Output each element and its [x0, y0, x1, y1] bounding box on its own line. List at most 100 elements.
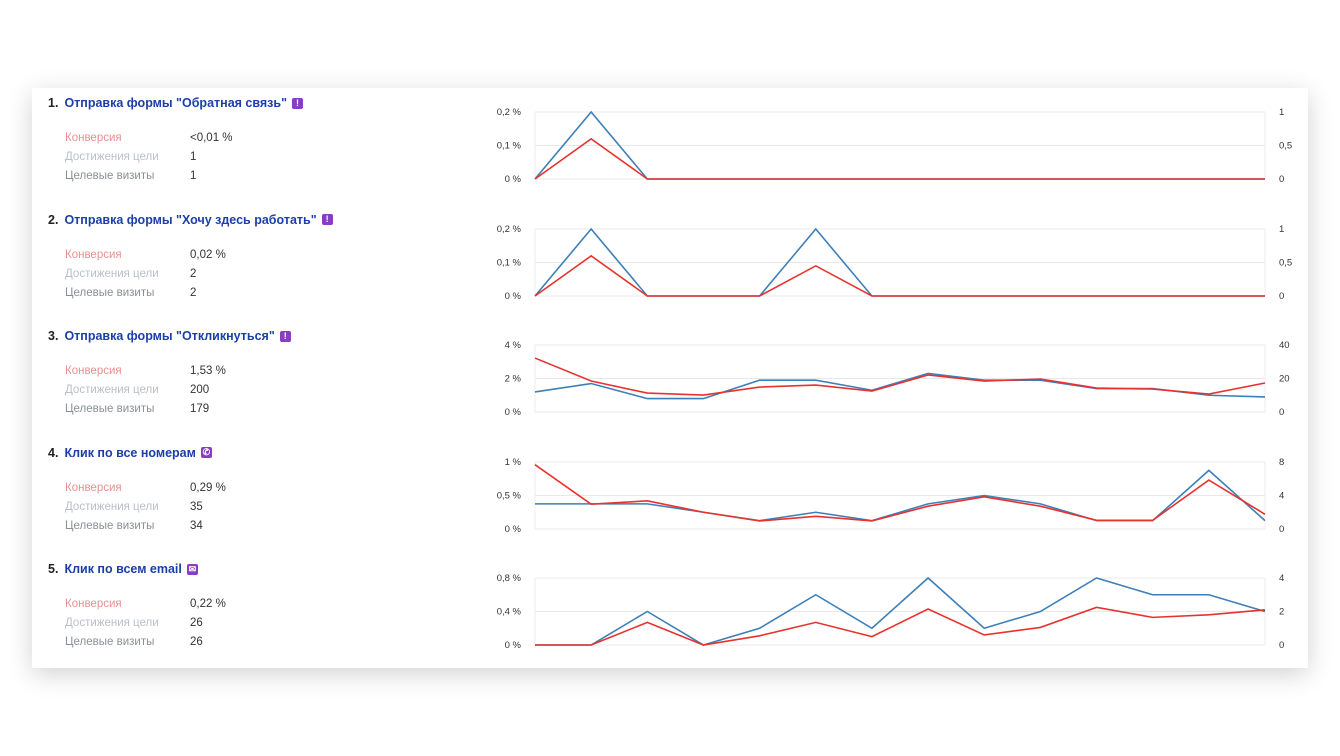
right-tick-label: 0 [1279, 291, 1284, 302]
left-tick-label: 0,8 % [497, 573, 522, 584]
goal-name-link[interactable]: Клик по все номерам [64, 445, 196, 460]
visits-value: 26 [190, 636, 203, 649]
reaches-label: Достижения цели [65, 384, 159, 397]
goal-name-link[interactable]: Отправка формы "Хочу здесь работать" [64, 212, 317, 227]
exclamation-icon: ! [292, 97, 303, 109]
reaches-row: Достижения цели 2 [65, 268, 196, 280]
left-tick-label: 0 % [505, 291, 522, 302]
visits-label: Целевые визиты [65, 519, 155, 532]
goal-block: 5. Клик по всем email ✉ Конверсия 0,22 % … [0, 562, 1340, 678]
exclamation-icon: ! [279, 330, 291, 342]
goal-title: 4. Клик по все номерам ✆ [48, 446, 212, 460]
reaches-row: Достижения цели 35 [65, 501, 203, 513]
email-icon: ✉ [186, 563, 198, 575]
visits-line [534, 372, 1266, 400]
right-tick-label: 1 [1279, 224, 1284, 235]
goal-block: 2. Отправка формы "Хочу здесь работать" … [0, 213, 1340, 329]
visits-label: Целевые визиты [65, 170, 155, 182]
visits-row: Целевые визиты 26 [65, 636, 203, 648]
conversion-label: Конверсия [65, 365, 122, 378]
visits-value: 1 [190, 170, 197, 182]
conversion-value: 0,02 % [190, 248, 226, 261]
left-tick-label: 0,5 % [497, 490, 522, 501]
left-tick-label: 0,2 % [497, 107, 522, 118]
goal-number: 1. [48, 96, 59, 110]
goal-name-link[interactable]: Отправка формы "Обратная связь" [64, 96, 287, 110]
goal-title: 2. Отправка формы "Хочу здесь работать" … [48, 213, 333, 227]
conversion-label: Конверсия [65, 248, 122, 261]
left-tick-label: 0,2 % [497, 224, 522, 235]
conversion-label: Конверсия [65, 481, 122, 494]
right-tick-label: 40 [1279, 340, 1290, 351]
goal-number: 4. [48, 445, 59, 460]
left-tick-label: 4 % [505, 340, 522, 351]
left-tick-label: 0 % [505, 524, 522, 535]
conversion-row: Конверсия 0,22 % [65, 598, 226, 610]
visits-value: 2 [190, 286, 197, 299]
conversion-value: <0,01 % [190, 132, 233, 144]
phone-icon: ✆ [200, 447, 212, 459]
visits-label: Целевые визиты [65, 286, 155, 299]
left-tick-label: 0 % [505, 640, 522, 651]
right-tick-label: 4 [1279, 573, 1284, 584]
reaches-row: Достижения цели 200 [65, 384, 209, 396]
conversion-value: 0,29 % [190, 481, 226, 494]
goal-number: 5. [48, 562, 59, 577]
visits-value: 34 [190, 519, 203, 532]
goal-title: 3. Отправка формы "Откликнуться" ! [48, 329, 291, 343]
conversion-line [534, 463, 1266, 522]
left-tick-label: 0,4 % [497, 607, 522, 618]
left-tick-label: 0 % [505, 407, 522, 418]
right-tick-label: 8 [1279, 457, 1284, 468]
goal-block: 4. Клик по все номерам ✆ Конверсия 0,29 %… [0, 446, 1340, 562]
conversion-line [534, 357, 1266, 397]
conversion-label: Конверсия [65, 132, 122, 144]
goal-title: 5. Клик по всем email ✉ [48, 562, 198, 576]
visits-label: Целевые визиты [65, 636, 155, 649]
conversion-line [534, 137, 1265, 180]
goal-chart: 0 % 0 0,1 % 0,5 0,2 % 1 [497, 224, 1293, 302]
goal-name-link[interactable]: Клик по всем email [64, 562, 182, 577]
goals-report-card [32, 88, 1308, 668]
right-tick-label: 0 [1279, 407, 1284, 418]
reaches-value: 35 [190, 500, 203, 513]
conversion-value: 1,53 % [190, 365, 226, 378]
visits-row: Целевые визиты 1 [65, 170, 196, 182]
right-tick-label: 0 [1279, 174, 1284, 185]
right-tick-label: 1 [1279, 107, 1284, 118]
left-tick-label: 0,1 % [497, 141, 522, 152]
visits-row: Целевые визиты 2 [65, 287, 196, 299]
conversion-row: Конверсия 0,02 % [65, 249, 226, 261]
conversion-row: Конверсия 0,29 % [65, 482, 226, 494]
left-tick-label: 0,1 % [497, 257, 522, 268]
right-tick-label: 0 [1279, 524, 1284, 535]
conversion-row: Конверсия <0,01 % [65, 132, 233, 144]
right-tick-label: 4 [1279, 490, 1284, 501]
left-tick-label: 0 % [505, 174, 522, 185]
goal-number: 2. [48, 212, 59, 227]
goal-title: 1. Отправка формы "Обратная связь" ! [48, 96, 303, 110]
visits-value: 179 [190, 403, 210, 416]
reaches-label: Достижения цели [65, 267, 159, 280]
visits-row: Целевые визиты 34 [65, 520, 203, 532]
reaches-row: Достижения цели 26 [65, 617, 203, 629]
goal-number: 3. [48, 329, 59, 344]
goal-chart: 0 % 0 0,5 % 4 1 % 8 [497, 457, 1285, 535]
goal-name-link[interactable]: Отправка формы "Откликнуться" [64, 329, 275, 344]
conversion-row: Конверсия 1,53 % [65, 365, 226, 377]
exclamation-icon: ! [321, 214, 333, 226]
visits-label: Целевые визиты [65, 403, 155, 416]
reaches-value: 200 [190, 384, 210, 397]
reaches-label: Достижения цели [65, 617, 159, 630]
conversion-value: 0,22 % [190, 598, 226, 611]
left-tick-label: 2 % [505, 374, 522, 385]
conversion-line [534, 254, 1265, 297]
reaches-value: 2 [190, 267, 197, 280]
goal-chart: 0 % 0 0,1 % 0,5 0,2 % 1 [497, 107, 1293, 185]
reaches-value: 26 [190, 617, 203, 630]
reaches-label: Достижения цели [65, 500, 159, 513]
reaches-value: 1 [190, 151, 197, 163]
reaches-row: Достижения цели 1 [65, 151, 196, 163]
right-tick-label: 20 [1279, 374, 1290, 385]
goal-chart: 0 % 0 0,4 % 2 0,8 % 4 [497, 573, 1285, 651]
